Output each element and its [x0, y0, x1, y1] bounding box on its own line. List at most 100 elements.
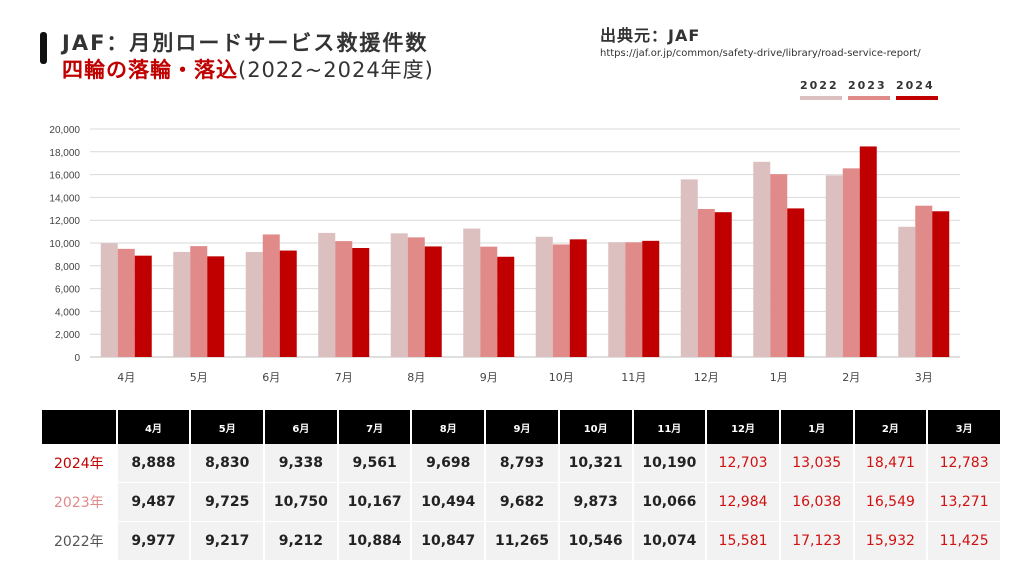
- bar-2022-11: [898, 226, 916, 357]
- table-cell: 15,932: [852, 522, 927, 561]
- y-tick-label: 20,000: [49, 125, 80, 136]
- x-tick-label: 8月: [407, 371, 425, 384]
- table-cell: 13,035: [778, 444, 853, 483]
- table-cell: 13,271: [926, 483, 1000, 522]
- table-row: 2022年 9,977 9,217 9,212 10,884 10,847 11,265 10…: [42, 522, 1000, 561]
- table-cell: 9,873: [557, 483, 632, 522]
- table-header-cell: 8月: [410, 410, 485, 444]
- bar-2022-6: [535, 236, 553, 357]
- table-cell: 8,830: [189, 444, 264, 483]
- bar-2024-0: [134, 255, 152, 357]
- bar-2022-5: [463, 228, 481, 357]
- bar-2024-10: [859, 146, 877, 357]
- table-cell: 10,167: [336, 483, 411, 522]
- table-cell: 9,725: [189, 483, 264, 522]
- bar-2022-4: [390, 233, 408, 357]
- legend-swatch-2022: [800, 96, 842, 100]
- table-cell: 16,549: [852, 483, 927, 522]
- table-row-label: 2023年: [42, 483, 116, 522]
- bar-2023-6: [552, 244, 570, 357]
- legend-label-2024: 2024: [896, 79, 935, 92]
- x-tick-label: 1月: [770, 371, 788, 384]
- bar-2024-4: [424, 246, 442, 357]
- table-header-cell: 2月: [852, 410, 927, 444]
- table-cell: 10,884: [336, 522, 411, 561]
- source-label: 出典元：JAF: [600, 26, 701, 45]
- bar-2023-2: [262, 234, 280, 357]
- table-cell: 17,123: [778, 522, 853, 561]
- x-tick-label: 11月: [621, 371, 646, 384]
- y-tick-label: 12,000: [49, 216, 80, 227]
- y-tick-label: 2,000: [55, 330, 80, 341]
- subtitle-years: (2022~2024年度): [238, 58, 434, 82]
- x-tick-label: 9月: [480, 371, 498, 384]
- bar-2023-3: [335, 241, 353, 357]
- y-tick-label: 18,000: [49, 148, 80, 159]
- y-tick-label: 6,000: [55, 285, 80, 296]
- source-url[interactable]: https://jaf.or.jp/common/safety-drive/li…: [600, 48, 921, 59]
- table-body: 2024年 8,888 8,830 9,338 9,561 9,698 8,793 10,32…: [42, 444, 1000, 561]
- table-cell: 9,338: [263, 444, 337, 483]
- table-cell: 18,471: [852, 444, 927, 483]
- bar-2022-10: [825, 175, 843, 357]
- table-header-cell: 4月: [115, 410, 190, 444]
- bar-2023-8: [697, 208, 715, 357]
- bar-2024-9: [787, 208, 805, 357]
- bar-2022-3: [318, 232, 336, 357]
- y-tick-label: 8,000: [55, 262, 80, 273]
- table-cell: 9,682: [484, 483, 558, 522]
- table-cell: 10,190: [631, 444, 706, 483]
- x-tick-label: 2月: [842, 371, 860, 384]
- table-row: 2024年 8,888 8,830 9,338 9,561 9,698 8,793 10,32…: [42, 444, 1000, 483]
- table-header-cell: 11月: [631, 410, 706, 444]
- table-cell: 15,581: [705, 522, 779, 561]
- table-cell: 12,984: [705, 483, 779, 522]
- bar-2023-5: [480, 246, 498, 357]
- y-tick-label: 0: [74, 353, 80, 364]
- legend-label-2022: 2022: [800, 79, 839, 92]
- bar-2024-1: [207, 256, 225, 357]
- table-cell: 10,074: [631, 522, 706, 561]
- x-tick-label: 3月: [915, 371, 933, 384]
- table-cell: 8,793: [484, 444, 558, 483]
- y-tick-label: 14,000: [49, 193, 80, 204]
- bar-2022-2: [245, 251, 263, 357]
- table-header-cell: 3月: [926, 410, 1000, 444]
- bar-2024-7: [642, 240, 660, 357]
- table-cell: 8,888: [115, 444, 190, 483]
- bar-2022-1: [173, 251, 191, 357]
- table-row: 2023年 9,487 9,725 10,750 10,167 10,494 9,682 9,…: [42, 483, 1000, 522]
- bar-2022-0: [100, 243, 118, 357]
- table-cell: 11,265: [484, 522, 558, 561]
- table-header-corner: [42, 410, 116, 444]
- data-table: 4月 5月 6月 7月 8月 9月 10月 11月 12月 1月 2月 3月 2024年 8,888 8,…: [42, 410, 1000, 561]
- y-tick-label: 16,000: [49, 171, 80, 182]
- table-cell: 9,698: [410, 444, 485, 483]
- table-cell: 9,212: [263, 522, 337, 561]
- legend-swatch-2024: [896, 96, 938, 100]
- x-tick-label: 5月: [190, 371, 208, 384]
- table-header-cell: 9月: [484, 410, 558, 444]
- table-row-label: 2022年: [42, 522, 116, 561]
- x-tick-label: 6月: [262, 371, 280, 384]
- bar-chart: 0 2,000 4,000 6,000 8,000 10,000 12,000 14,000 1…: [49, 125, 960, 384]
- table-cell: 10,494: [410, 483, 485, 522]
- table-header-cell: 10月: [557, 410, 632, 444]
- bar-2024-2: [279, 250, 297, 357]
- title-accent-bar: [40, 32, 47, 64]
- table-header-cell: 12月: [705, 410, 779, 444]
- bar-2024-3: [352, 248, 370, 357]
- table-cell: 12,703: [705, 444, 779, 483]
- bar-2022-8: [680, 179, 698, 357]
- x-tick-label: 12月: [694, 371, 719, 384]
- x-tick-label: 10月: [549, 371, 574, 384]
- bar-2023-10: [842, 168, 860, 357]
- chart-title: JAF：月別ロードサービス救援件数: [62, 31, 429, 55]
- bar-2024-8: [714, 212, 732, 357]
- bar-2022-7: [608, 242, 626, 357]
- legend-swatch-2023: [848, 96, 890, 100]
- table-cell: 10,750: [263, 483, 337, 522]
- bar-2023-1: [190, 246, 208, 357]
- bar-2024-11: [932, 211, 950, 357]
- table-header-cell: 7月: [336, 410, 411, 444]
